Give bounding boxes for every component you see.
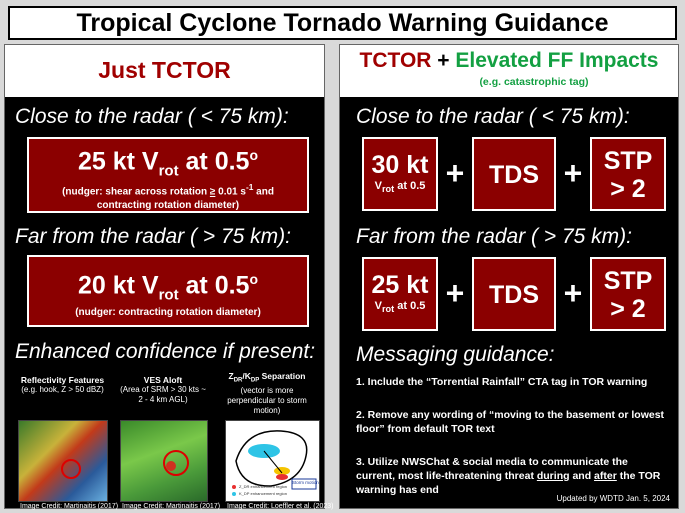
left-enhanced-heading: Enhanced confidence if present:	[15, 340, 316, 363]
left-close-heading: Close to the radar ( < 75 km):	[15, 105, 289, 128]
storm-motion-label: Storm motion	[292, 480, 319, 485]
right-far-vrot-box: 25 kt Vrot at 0.5	[362, 257, 438, 331]
elevated-ff-header: TCTOR + Elevated FF Impacts (e.g. catast…	[340, 45, 678, 97]
just-tctor-header: Just TCTOR	[5, 45, 324, 97]
left-close-box: 25 kt Vrot at 0.5o (nudger: shear across…	[27, 137, 309, 213]
elevated-ff-header-text: TCTOR + Elevated FF Impacts	[359, 49, 659, 72]
page-title: Tropical Cyclone Tornado Warning Guidanc…	[8, 6, 677, 40]
right-far-plus-2: +	[563, 275, 583, 311]
ves-credit: Image Credit: Martinaitis (2017)	[122, 503, 221, 510]
zdr-credit: Image Credit: Loeffler et al. (2023)	[227, 503, 334, 510]
kdp-legend: K_DP enhancement region	[239, 491, 287, 496]
ves-aloft-image	[120, 420, 208, 502]
left-far-heading: Far from the radar ( > 75 km):	[15, 225, 291, 248]
right-close-vrot-box: 30 kt Vrot at 0.5	[362, 137, 438, 211]
feature-zdr-kdp: ZDR/KDP Separation (vector is more perpe…	[227, 371, 307, 415]
right-far-tds-box: TDS	[472, 257, 556, 331]
right-far-plus-1: +	[445, 275, 465, 311]
right-far-heading: Far from the radar ( > 75 km):	[356, 225, 632, 248]
message-item-3: 3. Utilize NWSChat & social media to com…	[356, 456, 661, 496]
elevated-ff-subheader: (e.g. catastrophic tag)	[479, 76, 589, 88]
message-item-2: 2. Remove any wording of “moving to the …	[356, 409, 665, 435]
left-close-threshold: 25 kt Vrot at 0.5o	[77, 147, 259, 180]
left-far-nudger: (nudger: contracting rotation diameter)	[75, 307, 261, 319]
reflectivity-image	[18, 420, 108, 502]
left-far-threshold: 20 kt Vrot at 0.5o	[77, 271, 259, 304]
right-close-plus-1: +	[445, 155, 465, 191]
zdr-legend: Z_DR enhancement region	[239, 484, 288, 489]
right-close-stp-box: STP > 2	[590, 137, 666, 211]
just-tctor-panel: Just TCTOR Close to the radar ( < 75 km)…	[4, 44, 333, 510]
right-far-stp-box: STP > 2	[590, 257, 666, 331]
just-tctor-header-text: Just TCTOR	[98, 57, 231, 83]
left-close-nudger: (nudger: shear across rotation ≥ 0.01 s-…	[62, 182, 274, 211]
messaging-heading: Messaging guidance:	[356, 343, 555, 366]
feature-reflectivity: Reflectivity Features (e.g. hook, Z > 50…	[20, 375, 105, 394]
message-item-1: 1. Include the “Torrential Rainfall” CTA…	[356, 376, 648, 388]
right-close-plus-2: +	[563, 155, 583, 191]
reflectivity-credit: Image Credit: Martinaitis (2017)	[20, 503, 119, 510]
feature-ves-aloft: VES Aloft (Area of SRM > 30 kts ~ 2 - 4 …	[120, 375, 206, 404]
elevated-ff-panel: TCTOR + Elevated FF Impacts (e.g. catast…	[339, 44, 679, 509]
right-close-heading: Close to the radar ( < 75 km):	[356, 105, 630, 128]
right-close-tds-box: TDS	[472, 137, 556, 211]
zdr-kdp-diagram: Storm motion Z_DR enhancement region K_D…	[225, 420, 320, 502]
updated-note: Updated by WDTD Jan. 5, 2024	[556, 494, 670, 503]
left-far-box: 20 kt Vrot at 0.5o (nudger: contracting …	[27, 255, 309, 327]
